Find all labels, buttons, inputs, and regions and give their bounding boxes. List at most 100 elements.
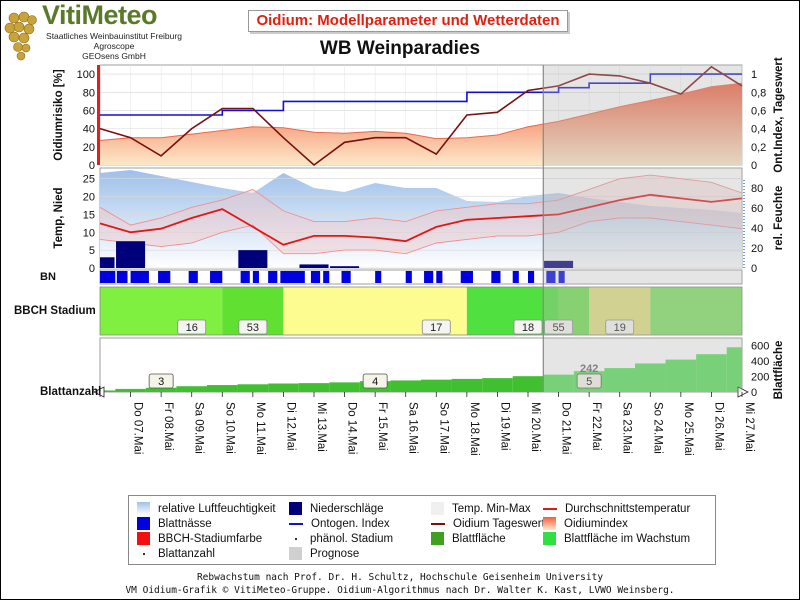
x-tick-label: Mo 11.Mai [254, 402, 266, 455]
y-tick-label: 80 [83, 87, 95, 99]
y2-tick-label: 0 [751, 263, 757, 275]
leaf-wetness-segment [116, 271, 128, 283]
y2-axis-label: Blattfläche [773, 341, 785, 400]
humidity-gradient-icon [137, 502, 150, 515]
oidiumindex-line [99, 82, 743, 141]
y2-tick-label: 0,8 [751, 87, 766, 99]
y-tick-label: 60 [83, 105, 95, 117]
chart-title-box: Oidium: Modellparameter und Wetterdaten [248, 10, 568, 32]
leaf-area-bar [145, 387, 177, 392]
leaf-area-bar [421, 379, 452, 392]
precip-bar [544, 260, 574, 268]
leaf-wetness-segment [210, 271, 223, 283]
y2-tick-label: 1 [751, 69, 757, 81]
bbch-stage-box [544, 319, 573, 335]
y2-tick-label: 0,4 [751, 124, 766, 136]
bbch-stage-label: 18 [522, 322, 534, 334]
legend-label: Prognose [310, 547, 360, 560]
legend-label: Blattfläche im Wachstum [564, 532, 691, 545]
scroll-left-arrow-icon [93, 386, 105, 398]
leaf-count-box [362, 373, 388, 389]
bbch-stage-box [421, 319, 451, 335]
bbch-stage-label: 19 [614, 322, 626, 334]
leaf-wetness-segment [240, 271, 250, 283]
prognose-shade [543, 65, 742, 165]
y-tick-label: 25 [83, 174, 95, 186]
x-tick-label: Fr 22.Mai [590, 402, 602, 451]
dot-icon [143, 552, 145, 555]
oidium-panel: 0 20 40 60 80 100 0 0,2 0,4 0,6 0,8 1 Oidiumrisiko [… [53, 57, 785, 173]
leaf-area-bar [176, 386, 207, 392]
legend-item: Ontogen. Index [289, 516, 390, 531]
y-tick-label: 5 [89, 245, 95, 257]
leaf-wetness-segment [491, 271, 501, 283]
leaf-wetness-segment [310, 271, 321, 283]
bbch-frame [99, 286, 743, 336]
legend-label: Ontogen. Index [311, 517, 390, 530]
x-tick-label: Sa 09.Mai [193, 402, 205, 454]
x-tick-label: Mo 25.Mai [682, 402, 694, 456]
leaf-area-bar [512, 376, 544, 392]
legend-item: Blattanzahl [137, 546, 215, 561]
leaf-count-box [576, 373, 602, 389]
leaf-area-bar [543, 374, 574, 392]
x-tick-label: Di 19.Mai [498, 402, 510, 451]
leaf-wetness-segment [375, 271, 382, 283]
leaf-wetness-segment [158, 271, 171, 283]
leaf-wetness-segment [460, 271, 473, 283]
leaf-wetness-segment [280, 271, 305, 283]
prognose-shade [543, 270, 742, 284]
bbch-axis-label: BBCH Stadium [14, 305, 96, 317]
x-tick-label: Mi 27.Mai [743, 402, 755, 452]
legend-item: Durchschnittstemperatur [543, 501, 690, 516]
y2-tick-label: 200 [751, 372, 769, 384]
y-tick-label: 10 [83, 227, 95, 239]
bbch-square-icon [137, 532, 150, 545]
x-tick-label: Sa 16.Mai [407, 402, 419, 454]
bn-label: BN [40, 271, 56, 283]
legend-label: phänol. Stadium [310, 532, 394, 545]
temp-max-line [99, 174, 743, 226]
leaf-growth-square-icon [543, 532, 556, 545]
legend-label: relative Luftfeuchtigkeit [158, 502, 276, 515]
grape-icon [4, 11, 37, 61]
leaf-wetness-segment [405, 271, 412, 283]
y-tick-label: 20 [83, 142, 95, 154]
ontogen-line-icon [289, 522, 303, 525]
x-tick-label: So 24.Mai [651, 402, 663, 454]
legend-label: Oidiumindex [564, 517, 628, 530]
leaf-area-bar [726, 347, 742, 392]
leaf-area-bar [298, 383, 330, 392]
legend-item: Niederschläge [289, 501, 384, 516]
y-tick-label: 0 [89, 160, 95, 172]
logo-line-3: GEOsens GmbH [82, 51, 146, 61]
y-tick-label: 0 [89, 263, 95, 275]
y2-axis-label: rel. Feuchte [773, 186, 785, 251]
precip-square-icon [289, 502, 302, 515]
legend-label: Temp. Min-Max [452, 502, 531, 515]
x-axis: Do 07.Mai Fr 08.Mai Sa 09.Mai So 10.Mai Mo 1… [99, 392, 755, 456]
y-tick-label: 100 [77, 69, 95, 81]
scroll-right-arrow-icon [737, 386, 749, 398]
vitimeteo-logo: VitiMeteo Staatliches Weinbauinstitut Fr… [4, 0, 194, 64]
temp-minmax-band [100, 175, 742, 254]
legend: relative Luftfeuchtigkeit Niederschläge Te… [128, 495, 716, 565]
bbch-stage-label: 17 [430, 322, 442, 334]
dot-icon [295, 537, 297, 540]
legend-item: relative Luftfeuchtigkeit [137, 501, 276, 516]
legend-item: BBCH-Stadiumfarbe [137, 531, 262, 546]
leaf-area-bar [482, 378, 513, 392]
y2-tick-label: 80 [751, 183, 763, 195]
oidium-tageswert-line [99, 65, 743, 167]
y2-tick-label: 0,6 [751, 105, 766, 117]
station-name: WB Weinparadies [319, 38, 481, 59]
leaf-wetness-segment [558, 271, 565, 283]
leaf-wetness-segment [341, 271, 351, 283]
leaf-area-bar [390, 380, 421, 392]
y-tick-label: 40 [83, 124, 95, 136]
leaf-area-bar [207, 385, 238, 392]
ontogen-index-line [100, 73, 742, 116]
leaf-wetness-segment [436, 271, 443, 283]
legend-label: Blattnässe [158, 517, 212, 530]
